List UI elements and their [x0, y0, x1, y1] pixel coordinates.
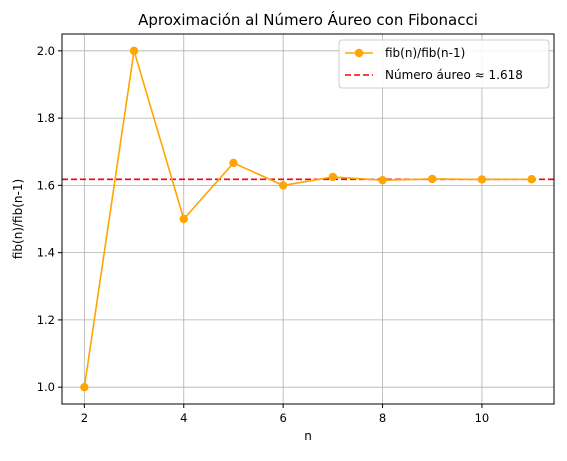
x-axis-label: n	[304, 429, 312, 443]
data-point	[229, 158, 238, 168]
y-axis-label: fib(n)/fib(n-1)	[11, 179, 25, 259]
x-tick-label: 4	[180, 411, 187, 425]
data-point	[328, 172, 338, 182]
axis-ticks: 2 4 6 8 10 1.0 1.2 1.4 1.6 1.8 2.0	[37, 44, 490, 425]
series	[80, 46, 536, 392]
data-point	[278, 181, 288, 190]
data-point	[129, 46, 139, 56]
chart-title: Aproximación al Número Áureo con Fibonac…	[138, 10, 478, 29]
y-tick-label: 1.8	[37, 111, 55, 125]
series-line	[83, 50, 532, 388]
x-tick-label: 6	[279, 411, 286, 425]
x-tick-label: 2	[81, 411, 88, 425]
y-tick-label: 1.6	[37, 178, 55, 192]
legend-box	[338, 39, 550, 89]
data-point	[428, 174, 437, 184]
data-point	[179, 214, 188, 224]
legend: fib(n)/fib(n-1) Número áureo ≈ 1.618	[338, 39, 550, 89]
x-tick-label: 8	[379, 411, 386, 425]
y-tick-label: 1.2	[37, 313, 55, 327]
y-tick-label: 2.0	[37, 44, 55, 58]
data-point	[527, 175, 536, 184]
data-point	[477, 175, 487, 184]
x-tick-label: 10	[475, 411, 490, 425]
legend-reference-label: Número áureo ≈ 1.618	[385, 68, 523, 82]
data-point	[80, 382, 89, 392]
legend-series-label: fib(n)/fib(n-1)	[385, 46, 465, 60]
y-tick-label: 1.4	[37, 246, 55, 260]
legend-marker-swatch	[354, 48, 364, 58]
plot-frame	[61, 33, 555, 405]
y-tick-label: 1.0	[37, 380, 55, 394]
data-point	[378, 175, 387, 185]
